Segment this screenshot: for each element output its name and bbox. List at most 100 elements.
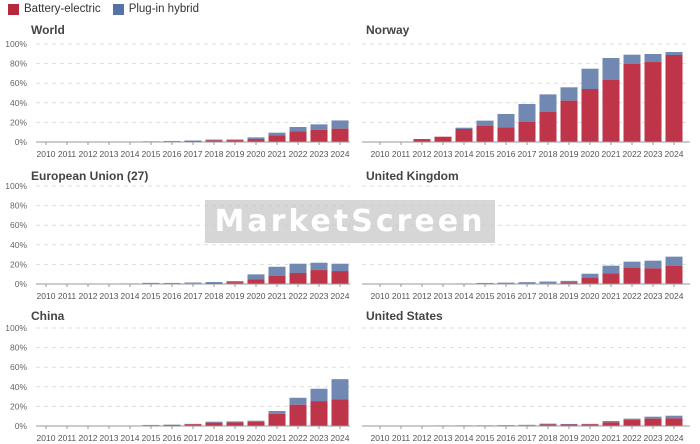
bar-phev: [268, 266, 286, 276]
bar-phev: [665, 415, 683, 419]
y-tick-label: 100%: [5, 323, 27, 333]
x-tick-label: 2019: [226, 149, 245, 159]
bar-phev: [331, 379, 349, 400]
bar-phev: [665, 52, 683, 55]
bar-bev: [247, 279, 265, 284]
y-tick-label: 60%: [10, 78, 27, 88]
x-tick-label: 2021: [268, 149, 287, 159]
bar-bev: [434, 136, 452, 142]
bar-bev: [560, 282, 578, 284]
x-tick-label: 2010: [371, 291, 390, 301]
x-tick-label: 2023: [310, 433, 329, 443]
x-tick-label: 2020: [581, 291, 600, 301]
x-tick-label: 2010: [371, 433, 390, 443]
x-tick-label: 2017: [184, 149, 203, 159]
x-tick-label: 2017: [518, 291, 537, 301]
bar-bev: [310, 401, 328, 426]
x-tick-label: 2015: [142, 149, 161, 159]
bar-phev: [226, 139, 244, 141]
bar-phev: [331, 263, 349, 272]
x-tick-label: 2016: [163, 291, 182, 301]
bar-bev: [623, 420, 641, 426]
panel-title: China: [31, 309, 65, 323]
bar-phev: [289, 127, 307, 132]
x-tick-label: 2011: [392, 433, 411, 443]
x-tick-label: 2012: [79, 149, 98, 159]
bar-bev: [268, 413, 286, 426]
y-tick-label: 40%: [10, 98, 27, 108]
legend-item-bev[interactable]: Battery-electric: [8, 3, 101, 15]
bar-phev: [226, 421, 244, 423]
x-tick-label: 2015: [142, 433, 161, 443]
bar-bev: [247, 421, 265, 426]
y-tick-label: 0%: [15, 279, 28, 289]
bar-bev: [331, 128, 349, 142]
x-tick-label: 2010: [37, 433, 56, 443]
bar-phev: [205, 282, 223, 284]
x-tick-label: 2019: [560, 291, 579, 301]
x-tick-label: 2011: [58, 149, 77, 159]
legend-item-phev[interactable]: Plug-in hybrid: [112, 3, 200, 15]
bar-bev: [205, 140, 223, 142]
y-tick-label: 80%: [10, 201, 27, 211]
y-tick-label: 20%: [10, 117, 27, 127]
x-tick-label: 2015: [142, 291, 161, 301]
bar-bev: [665, 418, 683, 426]
x-tick-label: 2013: [100, 291, 119, 301]
y-tick-label: 100%: [5, 39, 27, 49]
x-tick-label: 2022: [289, 149, 308, 159]
x-tick-label: 2010: [37, 149, 56, 159]
y-tick-label: 40%: [10, 382, 27, 392]
bar-bev: [602, 422, 620, 426]
bar-bev: [518, 122, 536, 142]
bar-phev: [184, 282, 202, 284]
x-tick-label: 2014: [455, 433, 474, 443]
panel-title: European Union (27): [31, 169, 148, 183]
bar-phev: [310, 124, 328, 130]
legend-label-phev: Plug-in hybrid: [128, 3, 200, 15]
x-tick-label: 2018: [205, 291, 224, 301]
x-tick-label: 2020: [581, 149, 600, 159]
bar-phev: [163, 282, 181, 284]
bar-bev: [476, 125, 494, 142]
bar-bev: [289, 273, 307, 284]
bar-bev: [205, 422, 223, 426]
bar-bev: [455, 128, 473, 142]
bar-phev: [539, 281, 557, 284]
x-tick-label: 2024: [665, 433, 684, 443]
watermark: MarketScreen: [205, 200, 495, 243]
bar-bev: [413, 139, 431, 142]
panel-title: World: [31, 23, 65, 37]
bar-phev: [476, 282, 494, 284]
x-tick-label: 2023: [310, 291, 329, 301]
bar-phev: [623, 54, 641, 64]
bar-phev: [581, 273, 599, 278]
bar-bev: [289, 131, 307, 142]
x-tick-label: 2014: [121, 433, 140, 443]
x-tick-label: 2010: [371, 149, 390, 159]
bar-phev: [602, 58, 620, 80]
bar-phev: [665, 256, 683, 266]
bar-phev: [539, 94, 557, 113]
x-tick-label: 2015: [476, 433, 495, 443]
bar-phev: [539, 423, 557, 425]
panel-title: United States: [366, 309, 443, 323]
x-tick-label: 2012: [413, 149, 432, 159]
bar-bev: [331, 399, 349, 426]
x-tick-label: 2013: [100, 149, 119, 159]
bar-phev: [289, 263, 307, 274]
bar-phev: [497, 113, 515, 128]
x-tick-label: 2024: [665, 149, 684, 159]
x-tick-label: 2016: [497, 291, 516, 301]
x-tick-label: 2019: [560, 149, 579, 159]
bar-phev: [560, 87, 578, 101]
y-tick-label: 40%: [10, 240, 27, 250]
x-tick-label: 2022: [623, 291, 642, 301]
bar-phev: [623, 261, 641, 268]
x-tick-label: 2011: [58, 291, 77, 301]
bar-bev: [184, 424, 202, 426]
x-tick-label: 2024: [331, 291, 350, 301]
bar-phev: [310, 262, 328, 271]
bar-bev: [289, 404, 307, 426]
x-tick-label: 2020: [581, 433, 600, 443]
